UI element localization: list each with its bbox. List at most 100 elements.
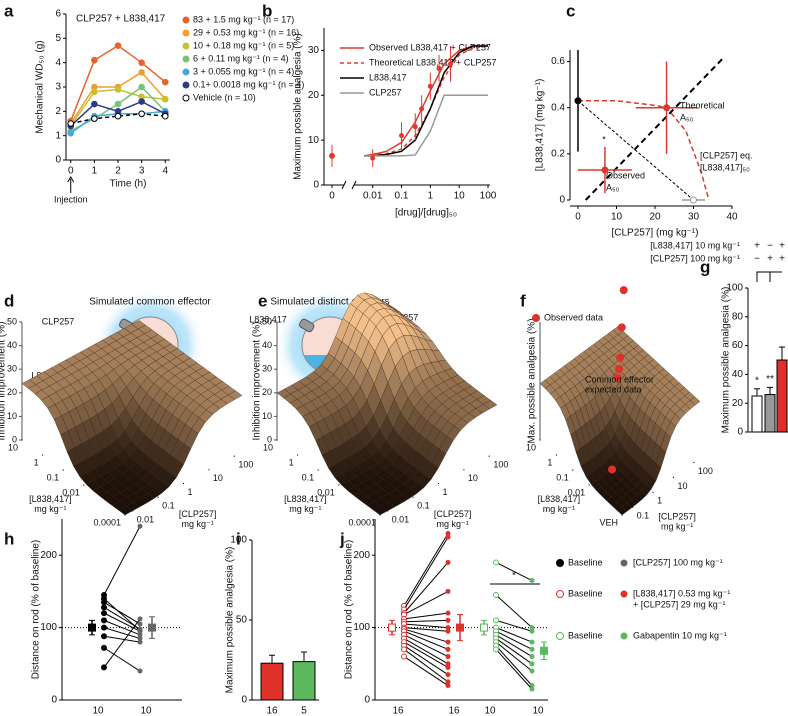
point bbox=[447, 61, 453, 67]
annotation: A₅₀ bbox=[606, 182, 620, 192]
y-axis-title: [L838,417] bbox=[29, 494, 72, 504]
x-tick bbox=[387, 510, 389, 512]
legend-marker bbox=[556, 590, 564, 598]
y-tick bbox=[539, 439, 541, 441]
x-tick-label: 10 bbox=[468, 473, 478, 483]
z-tick-label: 10 bbox=[7, 411, 17, 421]
pair-line bbox=[403, 656, 449, 686]
pair-line bbox=[495, 594, 533, 628]
x-tick bbox=[488, 455, 490, 457]
y-tick bbox=[588, 484, 590, 486]
x-tick bbox=[463, 469, 465, 471]
icon-channel bbox=[299, 318, 315, 333]
after-point bbox=[445, 559, 451, 565]
after-point bbox=[529, 628, 535, 634]
baseline-point bbox=[101, 633, 107, 640]
panel-letter: g bbox=[700, 257, 710, 276]
y-tick bbox=[572, 469, 574, 471]
pair-line bbox=[403, 630, 449, 650]
legend-marker bbox=[620, 632, 628, 640]
after-point bbox=[445, 646, 451, 652]
y-axis-title: mg kg⁻¹ bbox=[34, 504, 66, 514]
x-axis-title: mg kg⁻¹ bbox=[182, 519, 214, 529]
point bbox=[114, 42, 122, 49]
x-tick-label: 16 bbox=[266, 706, 278, 716]
point bbox=[436, 65, 442, 71]
legend-label: 0.1+ 0.0018 mg kg⁻¹ (n = 4) bbox=[193, 79, 304, 89]
x-tick bbox=[412, 496, 414, 498]
condition-sign: + bbox=[754, 241, 760, 252]
x-tick-label: 10 bbox=[92, 706, 104, 716]
y-tick-label: 0 bbox=[313, 180, 319, 191]
x-tick bbox=[652, 491, 654, 493]
y-tick-label: 0.01 bbox=[568, 487, 586, 497]
legend-label: 29 + 0.53 mg kg⁻¹ (n = 16) bbox=[193, 27, 299, 37]
after-point bbox=[529, 578, 535, 584]
y-tick-label: 100 bbox=[353, 622, 370, 633]
z-tick-label: 10 bbox=[262, 411, 272, 421]
diagonal bbox=[584, 56, 726, 201]
x-tick-label: 10 bbox=[213, 473, 223, 483]
curve bbox=[364, 94, 488, 157]
annotation: Injection bbox=[54, 194, 88, 204]
x-tick-label: 10 bbox=[677, 481, 687, 491]
after-point bbox=[445, 628, 451, 634]
pair-line bbox=[495, 634, 533, 657]
x-tick-label: 1 bbox=[188, 487, 193, 497]
legend-marker bbox=[620, 590, 628, 598]
z-tick-label: 40 bbox=[7, 340, 17, 350]
y-axis-title: Maximum possible analgesia (%) bbox=[721, 287, 732, 434]
point bbox=[114, 86, 122, 93]
after-point bbox=[137, 668, 143, 674]
panel-letter: j bbox=[339, 529, 345, 548]
y-tick-label: 0.4 bbox=[551, 102, 565, 113]
condition-label: [L838,417] 10 mg kg⁻¹ bbox=[650, 240, 740, 250]
significance: * bbox=[755, 375, 759, 386]
y-axis-title: Mechanical WD₅₀ (g) bbox=[35, 40, 46, 133]
pair-line bbox=[103, 647, 141, 672]
after-point bbox=[445, 679, 451, 685]
annotation: [L838,417]₅₀ bbox=[700, 162, 750, 172]
y-tick-label: 30 bbox=[308, 45, 320, 56]
z-tick-label: 0 bbox=[267, 434, 272, 444]
y-tick-label: 0 bbox=[737, 427, 743, 438]
legend-label: Vehicle (n = 10) bbox=[193, 92, 256, 102]
y-axis-title: [L838,417] bbox=[538, 494, 581, 504]
x-tick-label: 100 bbox=[480, 191, 497, 202]
after-point bbox=[445, 672, 451, 678]
x-tick-label: 0.01 bbox=[363, 191, 383, 202]
mean-marker bbox=[456, 623, 464, 632]
point bbox=[138, 83, 145, 91]
x-tick bbox=[437, 482, 440, 485]
legend-marker bbox=[620, 559, 628, 567]
z-tick-label: 20 bbox=[262, 387, 272, 397]
z-tick-label: 50 bbox=[7, 316, 17, 326]
y-tick-label: 1 bbox=[289, 457, 294, 467]
y-tick-label: 0 bbox=[55, 155, 61, 166]
legend-label: Observed data bbox=[544, 312, 603, 322]
panel-letter: i bbox=[236, 529, 241, 548]
y-tick-label: 0.01 bbox=[62, 487, 80, 497]
y-tick-label: 0.1 bbox=[302, 472, 315, 482]
y-tick-label: 1 bbox=[55, 130, 61, 141]
baseline-point bbox=[101, 617, 107, 624]
condition-sign: + bbox=[767, 254, 773, 265]
panel-letter: h bbox=[4, 529, 14, 548]
after-point bbox=[445, 530, 451, 536]
x-tick-label: 0.01 bbox=[137, 514, 155, 524]
panel-letter: d bbox=[4, 291, 14, 310]
point bbox=[91, 100, 98, 108]
z-axis-title: Inhibition improvement (%) bbox=[252, 322, 263, 441]
pair-line bbox=[403, 533, 449, 607]
x-tick-label: 2 bbox=[115, 166, 121, 177]
y-tick-label: 0 bbox=[364, 695, 370, 706]
y-tick-label: 0.1 bbox=[556, 472, 569, 482]
pair-line bbox=[403, 623, 449, 629]
bar bbox=[751, 395, 763, 433]
legend-marker bbox=[182, 68, 190, 76]
point bbox=[91, 56, 98, 64]
x-tick bbox=[182, 482, 185, 485]
point bbox=[114, 112, 122, 120]
observed-point bbox=[616, 353, 625, 362]
